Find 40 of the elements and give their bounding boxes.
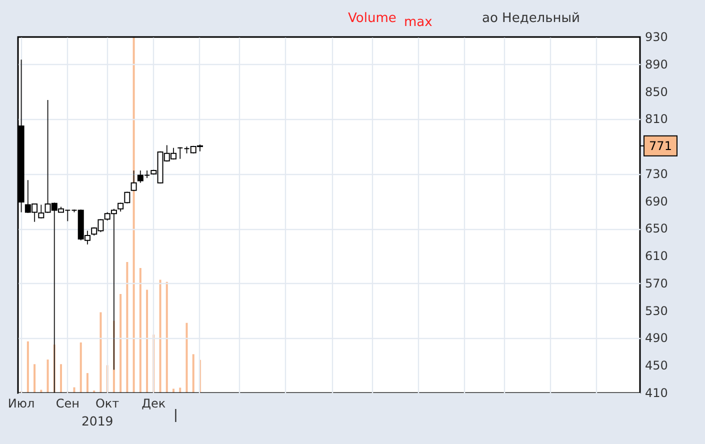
y-tick-label: 490	[645, 331, 668, 346]
y-tick-label: 930	[645, 30, 668, 44]
y-tick-label: 730	[645, 166, 668, 181]
x-tick-label: Окт	[95, 396, 120, 410]
bar	[34, 364, 36, 393]
y-tick-label: 410	[645, 386, 668, 400]
x-tick-label: Сен	[56, 396, 80, 410]
y-tick-label: 570	[645, 276, 668, 290]
y-tick-label: 530	[645, 304, 668, 318]
bar	[186, 322, 188, 393]
bar	[159, 280, 162, 393]
bar	[146, 290, 148, 393]
y-tick-label: 450	[645, 358, 668, 373]
text: max	[404, 15, 433, 30]
bar	[192, 354, 194, 393]
text: Volume	[348, 11, 396, 26]
bar	[120, 294, 122, 393]
y-tick-label: 650	[645, 222, 668, 236]
bar	[46, 360, 49, 393]
bar	[179, 388, 182, 393]
x-tick-label: Июл	[8, 396, 35, 410]
y-tick-label: 690	[645, 194, 668, 208]
bar	[166, 282, 168, 393]
y-tick-label: 850	[645, 84, 668, 99]
x-axis-title: 2019	[81, 414, 114, 428]
text: 771	[649, 138, 672, 153]
bar	[26, 341, 29, 393]
x-tick-label: Дек	[142, 396, 166, 410]
bar	[172, 388, 174, 393]
chart-title: ао Недельный	[482, 11, 580, 26]
bar	[139, 268, 142, 393]
candlestick	[124, 191, 130, 204]
bar	[60, 364, 62, 393]
bar	[126, 262, 128, 393]
y-tick-label: 610	[645, 249, 668, 264]
bar	[80, 342, 82, 393]
bar	[86, 373, 88, 393]
y-tick-label: 810	[645, 112, 668, 126]
y-tick-label: 890	[645, 57, 668, 72]
bar	[100, 312, 102, 393]
